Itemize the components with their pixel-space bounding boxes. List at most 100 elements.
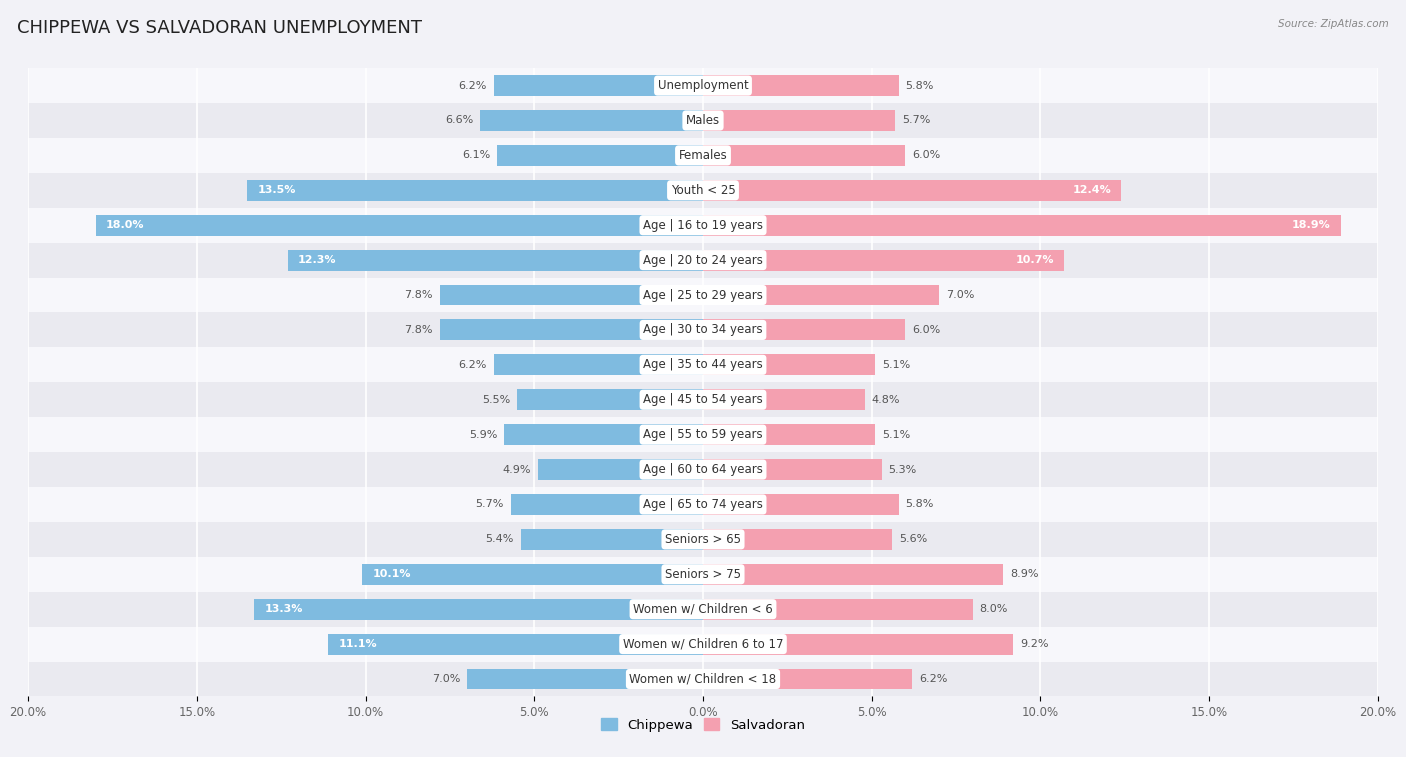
Bar xyxy=(28,138,1378,173)
Bar xyxy=(703,389,865,410)
Bar xyxy=(703,319,905,341)
Text: 5.4%: 5.4% xyxy=(485,534,515,544)
Bar xyxy=(28,417,1378,452)
Text: 8.9%: 8.9% xyxy=(1010,569,1039,579)
Bar xyxy=(28,347,1378,382)
Bar xyxy=(703,110,896,131)
Bar xyxy=(703,529,891,550)
Bar xyxy=(28,278,1378,313)
Bar xyxy=(703,564,1004,584)
Text: Females: Females xyxy=(679,149,727,162)
Text: Age | 60 to 64 years: Age | 60 to 64 years xyxy=(643,463,763,476)
Text: Seniors > 65: Seniors > 65 xyxy=(665,533,741,546)
Bar xyxy=(537,459,703,480)
Text: 6.2%: 6.2% xyxy=(458,360,486,370)
Bar xyxy=(703,180,1122,201)
Bar xyxy=(703,285,939,306)
Bar xyxy=(28,68,1378,103)
Text: 6.0%: 6.0% xyxy=(912,325,941,335)
Text: 5.1%: 5.1% xyxy=(882,360,910,370)
Bar xyxy=(28,243,1378,278)
Bar xyxy=(28,522,1378,557)
Text: 18.9%: 18.9% xyxy=(1292,220,1330,230)
Text: Youth < 25: Youth < 25 xyxy=(671,184,735,197)
Bar xyxy=(703,599,973,620)
Legend: Chippewa, Salvadoran: Chippewa, Salvadoran xyxy=(596,713,810,737)
Text: Age | 16 to 19 years: Age | 16 to 19 years xyxy=(643,219,763,232)
Text: 6.2%: 6.2% xyxy=(920,674,948,684)
Text: CHIPPEWA VS SALVADORAN UNEMPLOYMENT: CHIPPEWA VS SALVADORAN UNEMPLOYMENT xyxy=(17,19,422,37)
Bar xyxy=(28,103,1378,138)
Text: 13.5%: 13.5% xyxy=(257,185,295,195)
Bar xyxy=(254,599,703,620)
Text: 10.7%: 10.7% xyxy=(1015,255,1054,265)
Text: 7.8%: 7.8% xyxy=(405,325,433,335)
Bar xyxy=(703,145,905,166)
Text: Age | 30 to 34 years: Age | 30 to 34 years xyxy=(643,323,763,336)
Text: Age | 65 to 74 years: Age | 65 to 74 years xyxy=(643,498,763,511)
Text: 5.9%: 5.9% xyxy=(468,430,498,440)
Text: Seniors > 75: Seniors > 75 xyxy=(665,568,741,581)
Bar xyxy=(703,459,882,480)
Text: 11.1%: 11.1% xyxy=(339,639,377,649)
Text: 7.0%: 7.0% xyxy=(946,290,974,300)
Text: 7.8%: 7.8% xyxy=(405,290,433,300)
Bar xyxy=(28,627,1378,662)
Text: Age | 45 to 54 years: Age | 45 to 54 years xyxy=(643,393,763,407)
Bar xyxy=(28,313,1378,347)
Text: Source: ZipAtlas.com: Source: ZipAtlas.com xyxy=(1278,19,1389,29)
Bar xyxy=(703,634,1014,655)
Text: 5.7%: 5.7% xyxy=(475,500,503,509)
Bar xyxy=(28,452,1378,487)
Text: 5.1%: 5.1% xyxy=(882,430,910,440)
Bar xyxy=(363,564,703,584)
Bar xyxy=(517,389,703,410)
Text: 6.6%: 6.6% xyxy=(446,116,474,126)
Text: 8.0%: 8.0% xyxy=(980,604,1008,614)
Bar xyxy=(503,424,703,445)
Text: Women w/ Children 6 to 17: Women w/ Children 6 to 17 xyxy=(623,637,783,650)
Text: Unemployment: Unemployment xyxy=(658,79,748,92)
Text: 6.0%: 6.0% xyxy=(912,151,941,160)
Bar xyxy=(703,250,1064,270)
Text: 5.3%: 5.3% xyxy=(889,465,917,475)
Bar xyxy=(440,285,703,306)
Text: Women w/ Children < 6: Women w/ Children < 6 xyxy=(633,603,773,615)
Text: Women w/ Children < 18: Women w/ Children < 18 xyxy=(630,672,776,686)
Text: Males: Males xyxy=(686,114,720,127)
Text: 5.6%: 5.6% xyxy=(898,534,927,544)
Bar xyxy=(703,354,875,375)
Text: 4.9%: 4.9% xyxy=(502,465,531,475)
Text: Age | 35 to 44 years: Age | 35 to 44 years xyxy=(643,358,763,372)
Text: 5.7%: 5.7% xyxy=(903,116,931,126)
Bar xyxy=(703,75,898,96)
Text: 13.3%: 13.3% xyxy=(264,604,302,614)
Bar xyxy=(288,250,703,270)
Bar xyxy=(28,662,1378,696)
Text: 6.2%: 6.2% xyxy=(458,80,486,91)
Text: 5.8%: 5.8% xyxy=(905,500,934,509)
Text: 18.0%: 18.0% xyxy=(105,220,145,230)
Bar xyxy=(498,145,703,166)
Bar xyxy=(703,668,912,690)
Text: 4.8%: 4.8% xyxy=(872,394,900,405)
Text: 6.1%: 6.1% xyxy=(463,151,491,160)
Bar xyxy=(28,173,1378,207)
Bar xyxy=(494,354,703,375)
Text: 5.8%: 5.8% xyxy=(905,80,934,91)
Text: Age | 55 to 59 years: Age | 55 to 59 years xyxy=(643,428,763,441)
Text: 9.2%: 9.2% xyxy=(1021,639,1049,649)
Bar xyxy=(703,494,898,515)
Text: 5.5%: 5.5% xyxy=(482,394,510,405)
Text: 7.0%: 7.0% xyxy=(432,674,460,684)
Text: 12.4%: 12.4% xyxy=(1073,185,1111,195)
Bar xyxy=(467,668,703,690)
Bar xyxy=(440,319,703,341)
Bar xyxy=(703,424,875,445)
Text: 12.3%: 12.3% xyxy=(298,255,336,265)
Bar xyxy=(481,110,703,131)
Bar xyxy=(247,180,703,201)
Bar xyxy=(28,487,1378,522)
Bar xyxy=(96,215,703,235)
Bar xyxy=(28,207,1378,243)
